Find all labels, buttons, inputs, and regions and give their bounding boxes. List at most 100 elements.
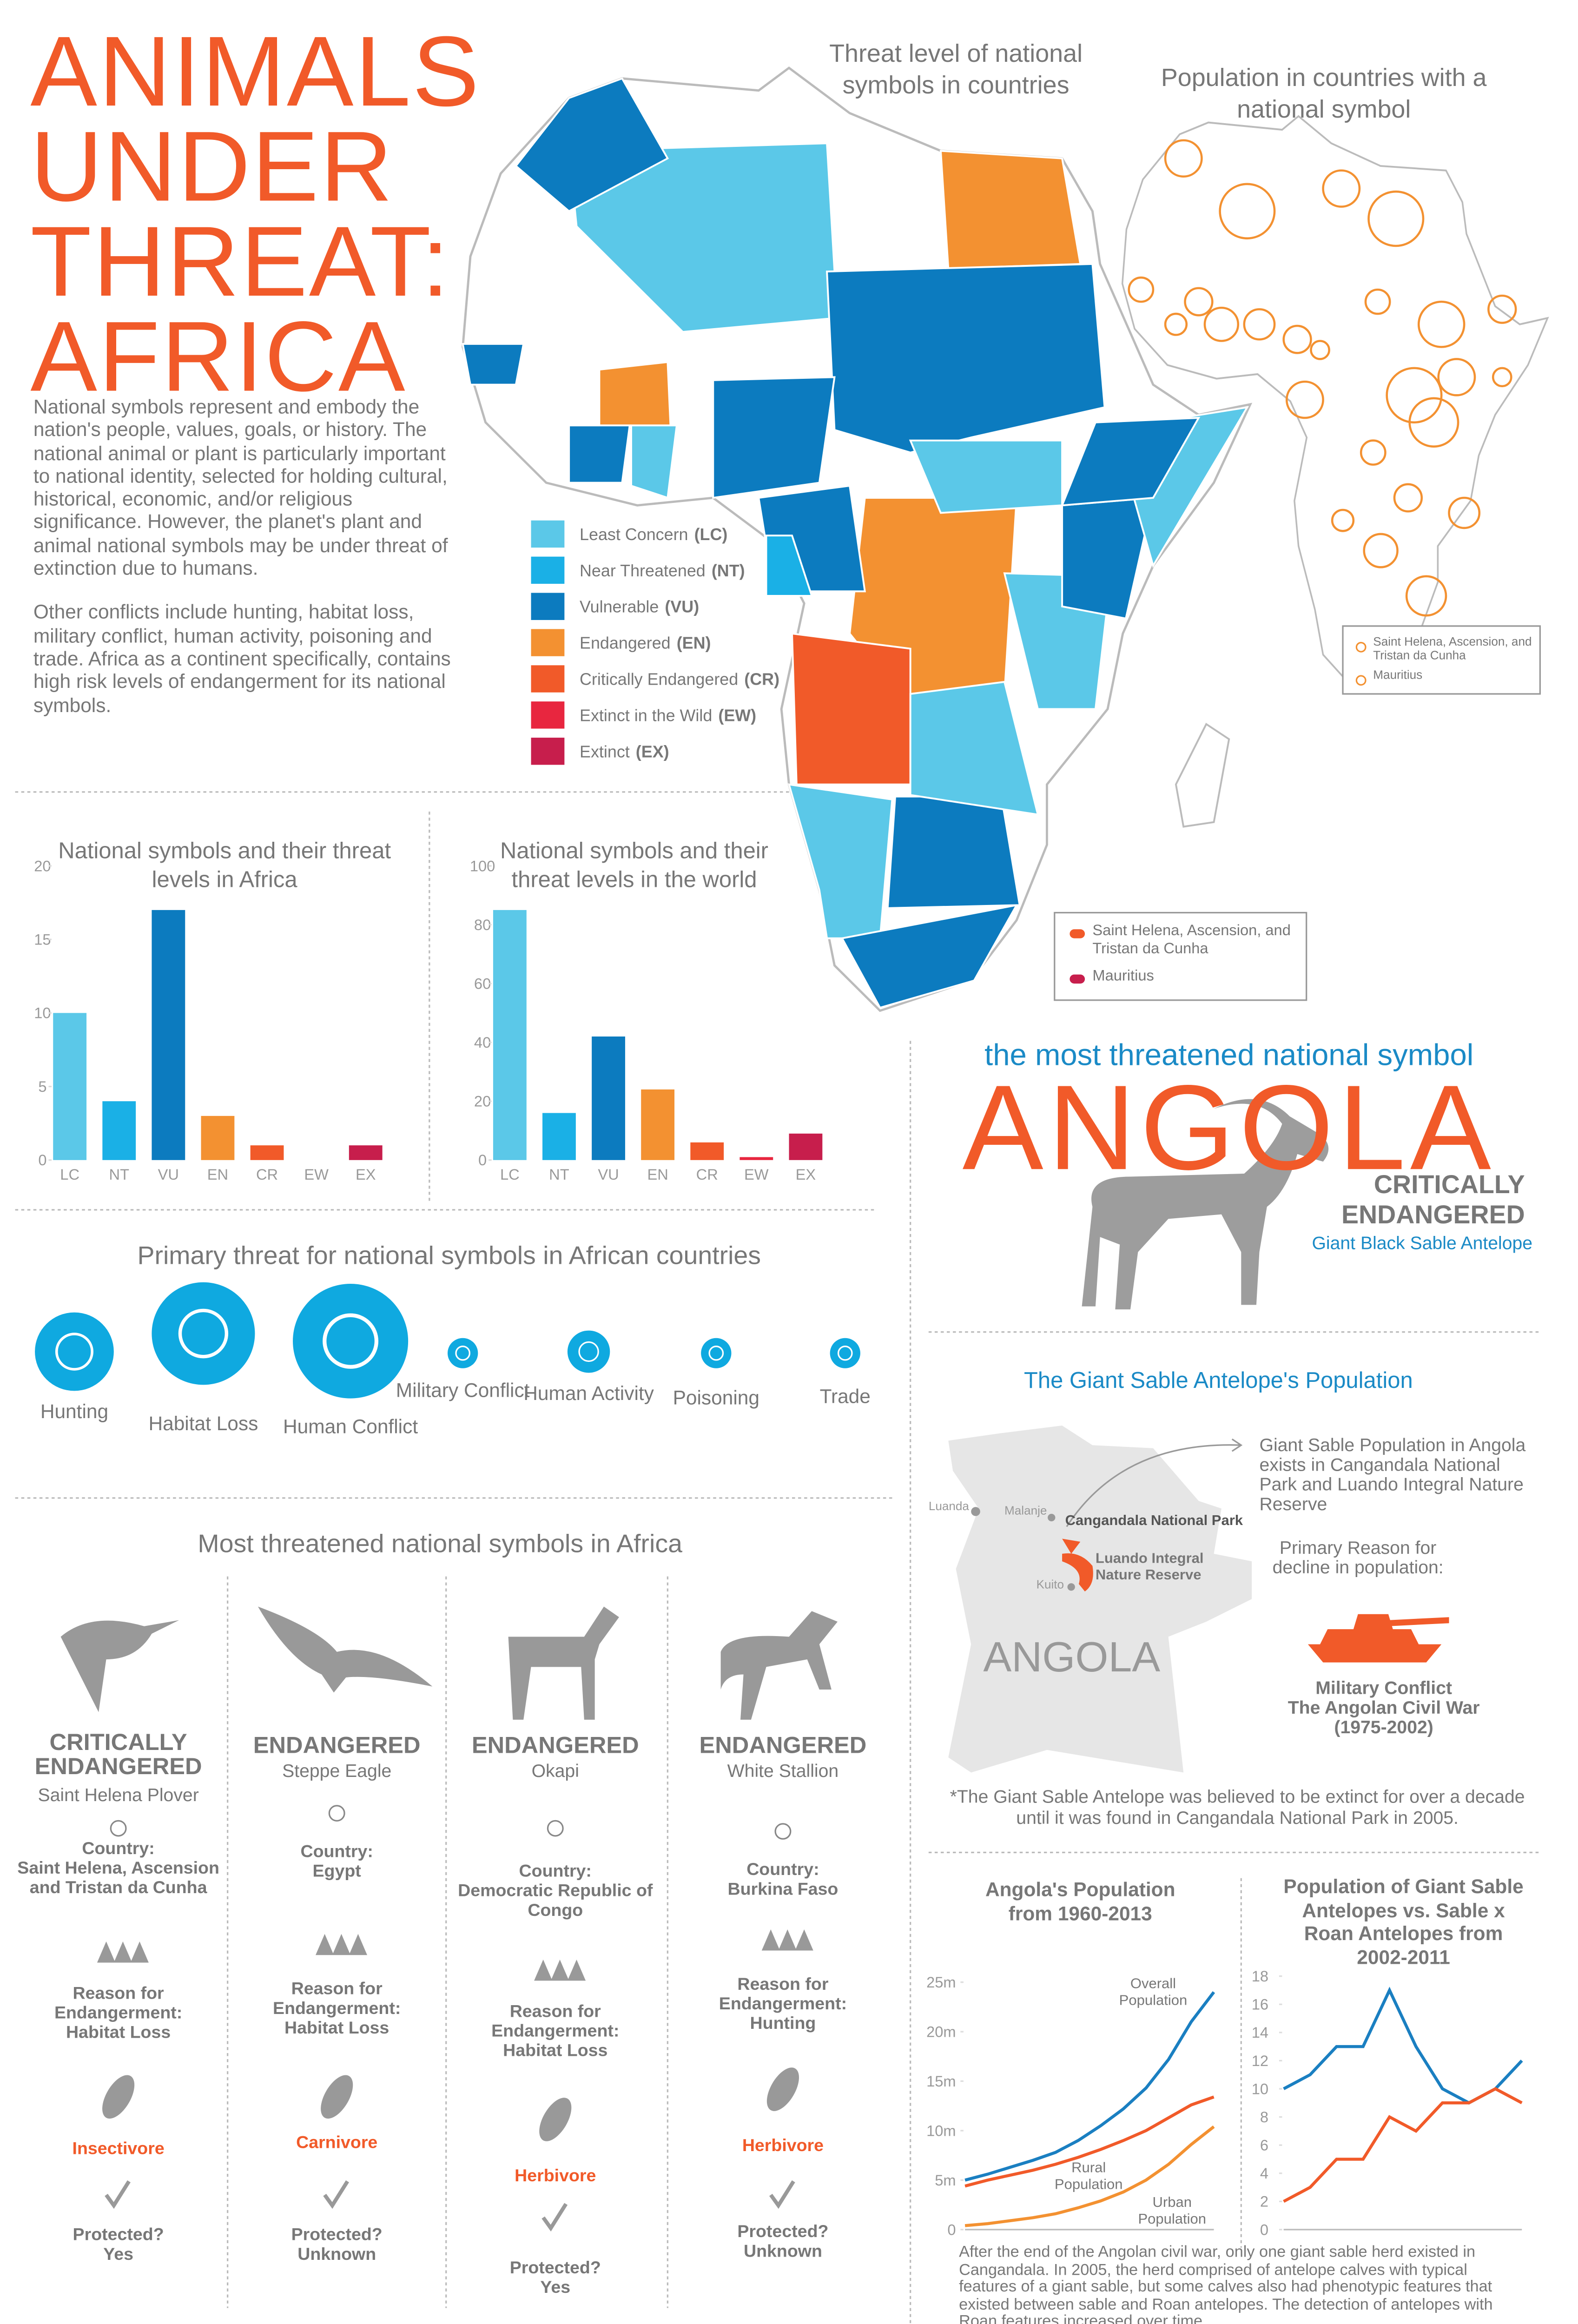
intro-text: Other conflicts include hunting, habitat… xyxy=(33,601,451,716)
city-dot xyxy=(1067,1583,1075,1591)
series-line xyxy=(964,1991,1215,2182)
legend-swatch xyxy=(531,738,565,765)
pop-title-text: Population in countries with a national … xyxy=(1161,65,1487,124)
protected: Protected?Yes xyxy=(73,2226,164,2265)
intro-box: National symbols represent and embody th… xyxy=(33,395,456,716)
country: Country:Democratic Republic of Congo xyxy=(449,1863,661,1922)
species-name: White Stallion xyxy=(727,1760,839,1782)
country-icon xyxy=(110,1820,127,1837)
city-label: Malanje xyxy=(1004,1504,1047,1518)
conflict-text: The Angolan Civil War xyxy=(1287,1697,1480,1718)
chart-title: Population of Giant Sable Antelopes vs. … xyxy=(1283,1875,1523,1968)
separators xyxy=(15,791,1540,2324)
y-tick-label: 20 xyxy=(474,1093,491,1110)
y-tick-label: 15m xyxy=(926,2073,956,2090)
bar xyxy=(102,1101,136,1160)
reason-text: Hunting xyxy=(750,2015,816,2034)
series-label-text: Urban Population xyxy=(1138,2195,1207,2228)
y-tick-label: 0 xyxy=(947,2221,956,2238)
reason-text: Habitat Loss xyxy=(503,2042,608,2061)
status-text: ENDANGERED xyxy=(699,1735,867,1759)
y-tick-label: 5m xyxy=(935,2172,956,2189)
island-label-text: Saint Helena, Ascension, and Tristan da … xyxy=(1092,923,1291,958)
threat-icon-detail xyxy=(178,1308,229,1359)
bar xyxy=(201,1116,235,1160)
region xyxy=(515,77,669,212)
threat-label-text: Habitat Loss xyxy=(148,1412,258,1435)
pop-legend-label: Mauritius xyxy=(1373,668,1422,682)
kicker: the most threatened national symbol xyxy=(984,1038,1473,1072)
y-tick-label: 40 xyxy=(474,1034,491,1051)
country-box: Country: Saint Helena, Ascension and Tris… xyxy=(12,1841,224,1900)
threat-label-text: Hunting xyxy=(40,1400,109,1423)
reason-icon xyxy=(316,1934,367,1955)
reason-box: Reason for Endangerment: Habitat Loss xyxy=(449,2003,661,2062)
series-line xyxy=(1283,2087,1523,2203)
bar xyxy=(739,1157,773,1160)
legend-label: Critically Endangered xyxy=(580,670,738,689)
island-marker xyxy=(1070,929,1085,938)
protected-text: Unknown xyxy=(743,2243,822,2262)
country-text: Country: xyxy=(300,1843,373,1862)
x-tick-label: VU xyxy=(598,1166,619,1183)
legend-code: (EW) xyxy=(718,706,756,725)
x-tick-label: NT xyxy=(549,1166,569,1183)
species-name: Saint Helena Plover xyxy=(38,1784,199,1806)
population-map xyxy=(1121,115,1549,683)
protected-text: Protected? xyxy=(291,2226,383,2245)
threat-label: Human Activity xyxy=(523,1382,654,1405)
legend-label: Endangered xyxy=(580,634,671,653)
threat-icon xyxy=(830,1338,860,1368)
series-label-box: Overall Population xyxy=(1108,1976,1199,2009)
diet: Herbivore xyxy=(515,2166,596,2185)
chart-title-text: National symbols and their threat levels… xyxy=(58,838,391,893)
continent-outline xyxy=(1121,115,1549,683)
region xyxy=(462,343,525,386)
angola-shape xyxy=(948,1426,1252,1773)
legend-label: Least Concern xyxy=(580,525,688,544)
y-tick-label: 10 xyxy=(34,1005,51,1022)
threat-icon xyxy=(448,1338,478,1368)
species-name-text: Saint Helena Plover xyxy=(38,1784,199,1806)
island-label: Saint Helena, Ascension, and Tristan da … xyxy=(1092,923,1291,958)
protected-text: Yes xyxy=(103,2246,133,2265)
chart-title: Angola's Population from 1960-2013 xyxy=(985,1878,1175,1924)
diet-icon xyxy=(539,2098,572,2141)
park-label: Cangandala National Park xyxy=(1065,1512,1243,1528)
x-tick-label: LC xyxy=(60,1166,79,1183)
series-label-box: Urban Population xyxy=(1123,2195,1221,2228)
africa-map xyxy=(462,66,1253,1012)
region xyxy=(826,263,1106,454)
pop-legend-label-text: Saint Helena, Ascension, and Tristan da … xyxy=(1373,635,1532,662)
protected-text: Protected? xyxy=(737,2223,829,2242)
status-box: ENDANGERED xyxy=(452,1735,659,1759)
y-tick-label: 25m xyxy=(926,1974,956,1991)
threat-label-box: Military Conflict xyxy=(395,1379,531,1402)
threat-label-box: Trade xyxy=(777,1385,913,1408)
x-tick-label: LC xyxy=(500,1166,520,1183)
x-tick-label: NT xyxy=(109,1166,130,1183)
country-icon xyxy=(328,1805,345,1822)
legend-swatch xyxy=(531,629,565,656)
threat-icon xyxy=(567,1330,610,1373)
x-tick-label: VU xyxy=(158,1166,179,1183)
status-box: CRITICALLY ENDANGERED xyxy=(15,1732,222,1780)
legend-item: Critically Endangered (CR) xyxy=(580,670,779,689)
country-box: Country: Democratic Republic of Congo xyxy=(449,1863,661,1922)
country: Country:Saint Helena, Ascension and Tris… xyxy=(12,1841,224,1900)
region xyxy=(630,424,678,499)
bar xyxy=(152,910,185,1160)
threat-label-text: Trade xyxy=(819,1385,871,1408)
species-name-text: White Stallion xyxy=(727,1760,839,1782)
species-name: Steppe Eagle xyxy=(282,1761,391,1782)
country-text: Saint Helena, Ascension and Tristan da C… xyxy=(17,1860,219,1898)
series-label-box: Rural Population xyxy=(1047,2160,1130,2193)
x-tick-label: EX xyxy=(796,1166,816,1183)
region xyxy=(840,904,1018,1009)
y-tick-label: 80 xyxy=(474,917,491,933)
y-tick-label: 10 xyxy=(1252,2080,1268,2097)
bar xyxy=(53,1013,87,1160)
city-dot xyxy=(1048,1513,1056,1522)
series-label: Rural Population xyxy=(1047,2160,1130,2193)
y-tick-label: 2 xyxy=(1260,2193,1268,2210)
